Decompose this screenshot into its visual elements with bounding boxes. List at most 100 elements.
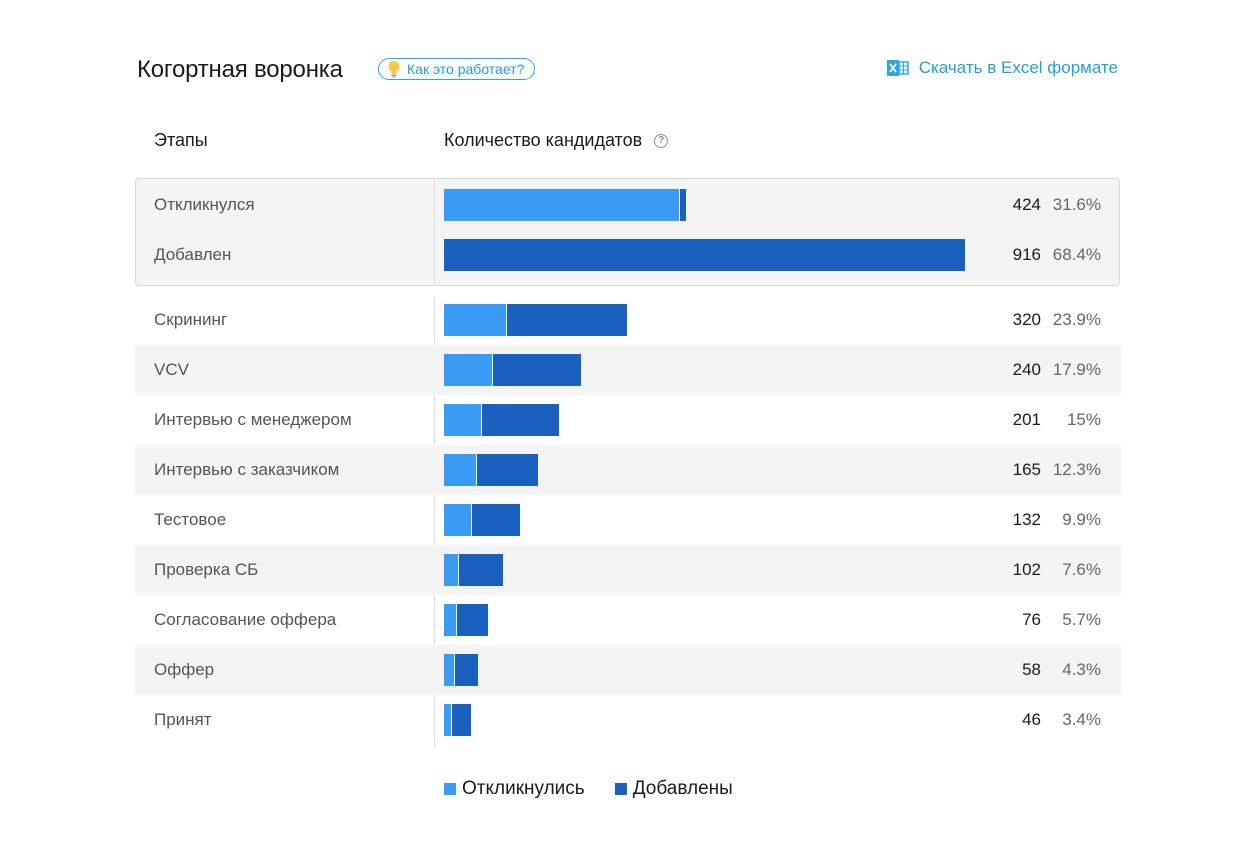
bar-responded: [444, 404, 481, 436]
stacked-bar: [444, 239, 965, 271]
bar-added: [472, 504, 520, 536]
stage-count: 58: [1022, 660, 1041, 679]
download-excel-label: Скачать в Excel формате: [918, 58, 1118, 77]
bar-separator: [679, 189, 680, 221]
stage-label: Принят: [154, 710, 212, 729]
stage-percent: 9.9%: [1062, 510, 1101, 529]
stacked-bar: [444, 704, 471, 736]
bar-separator: [506, 304, 507, 336]
chart-row: Интервью с менеджером 201 15%: [135, 395, 1121, 445]
bar-separator: [458, 554, 459, 586]
download-excel-link[interactable]: Скачать в Excel формате: [886, 58, 1118, 78]
header: Когортная воронка Как это работает? Скач…: [137, 52, 1118, 92]
chart-row: VCV 240 17.9%: [135, 345, 1121, 395]
chart-legend: Откликнулись Добавлены: [444, 778, 733, 800]
stage-count: 102: [1012, 560, 1041, 579]
stacked-bar: [444, 554, 503, 586]
bar-responded: [444, 304, 506, 336]
bar-added: [507, 304, 627, 336]
stage-percent: 12.3%: [1052, 460, 1101, 479]
how-it-works-button[interactable]: Как это работает?: [378, 58, 536, 80]
bar-separator: [476, 454, 477, 486]
excel-file-icon: [886, 58, 909, 78]
stage-count: 916: [1012, 245, 1041, 264]
bar-responded: [444, 704, 451, 736]
stage-count: 201: [1012, 410, 1041, 429]
bar-responded: [444, 654, 454, 686]
stage-label: Согласование оффера: [154, 610, 337, 629]
chart-row: Оффер 58 4.3%: [135, 645, 1121, 695]
chart-row: Проверка СБ 102 7.6%: [135, 545, 1121, 595]
column-header-count-label: Количество кандидатов: [444, 130, 643, 150]
bar-separator: [492, 354, 493, 386]
stage-count: 240: [1012, 360, 1041, 379]
chart-row: Согласование оффера 76 5.7%: [135, 595, 1121, 645]
stage-label: VCV: [154, 360, 189, 379]
chart-row: Скрининг 320 23.9%: [135, 295, 1121, 345]
stacked-bar: [444, 354, 581, 386]
stage-label: Тестовое: [154, 510, 227, 529]
chart-row: Откликнулся 424 31.6%: [135, 180, 1121, 230]
column-header-count: Количество кандидатов ?: [444, 130, 669, 151]
stacked-bar: [444, 404, 559, 436]
bar-added: [482, 404, 559, 436]
stage-percent: 5.7%: [1062, 610, 1101, 629]
stacked-bar: [444, 454, 538, 486]
stage-percent: 7.6%: [1062, 560, 1101, 579]
legend-swatch-added: [614, 783, 627, 795]
bar-separator: [456, 604, 457, 636]
bar-added: [452, 704, 471, 736]
stage-percent: 3.4%: [1062, 710, 1101, 729]
chart-row: Добавлен 916 68.4%: [135, 230, 1121, 280]
stage-label: Скрининг: [154, 310, 228, 329]
stage-count: 46: [1022, 710, 1041, 729]
chart-row: Интервью с заказчиком 165 12.3%: [135, 445, 1121, 495]
question-circle-icon[interactable]: ?: [654, 133, 669, 148]
bar-responded: [444, 604, 456, 636]
stage-percent: 15%: [1066, 410, 1101, 429]
stage-count: 320: [1012, 310, 1041, 329]
bar-added: [455, 654, 478, 686]
divider-top: [434, 180, 435, 284]
stage-label: Проверка СБ: [154, 560, 259, 579]
bar-added: [457, 604, 488, 636]
page-title: Когортная воронка: [137, 56, 343, 83]
stacked-bar: [444, 304, 627, 336]
stacked-bar: [444, 189, 686, 221]
chart-row: Тестовое 132 9.9%: [135, 495, 1121, 545]
chart-row: Принят 46 3.4%: [135, 695, 1121, 745]
stage-count: 76: [1022, 610, 1041, 629]
stacked-bar: [444, 604, 488, 636]
stacked-bar: [444, 654, 478, 686]
bar-separator: [481, 404, 482, 436]
stacked-bar: [444, 504, 520, 536]
stage-percent: 4.3%: [1062, 660, 1101, 679]
stage-count: 132: [1012, 510, 1041, 529]
bar-responded: [444, 354, 492, 386]
stage-count: 165: [1012, 460, 1041, 479]
bar-added: [493, 354, 581, 386]
stage-count: 424: [1012, 195, 1041, 214]
stage-percent: 23.9%: [1052, 310, 1101, 329]
legend-label-responded: Откликнулись: [462, 778, 585, 799]
stage-percent: 68.4%: [1052, 245, 1101, 264]
bar-added: [459, 554, 503, 586]
stage-label: Добавлен: [154, 245, 232, 264]
legend-label-added: Добавлены: [632, 778, 733, 799]
stage-percent: 31.6%: [1052, 195, 1101, 214]
stage-label: Откликнулся: [154, 195, 255, 214]
stage-label: Интервью с заказчиком: [154, 460, 340, 479]
legend-swatch-responded: [444, 783, 456, 795]
bar-responded: [444, 504, 471, 536]
bar-added: [444, 239, 965, 271]
bar-separator: [451, 704, 452, 736]
bar-responded: [444, 554, 458, 586]
column-header-stages: Этапы: [154, 130, 208, 150]
bar-added: [477, 454, 538, 486]
stage-label: Интервью с менеджером: [154, 410, 352, 429]
bar-responded: [444, 454, 476, 486]
stage-percent: 17.9%: [1052, 360, 1101, 379]
bar-separator: [471, 504, 472, 536]
divider-main: [434, 297, 435, 747]
how-it-works-label: Как это работает?: [407, 61, 525, 77]
